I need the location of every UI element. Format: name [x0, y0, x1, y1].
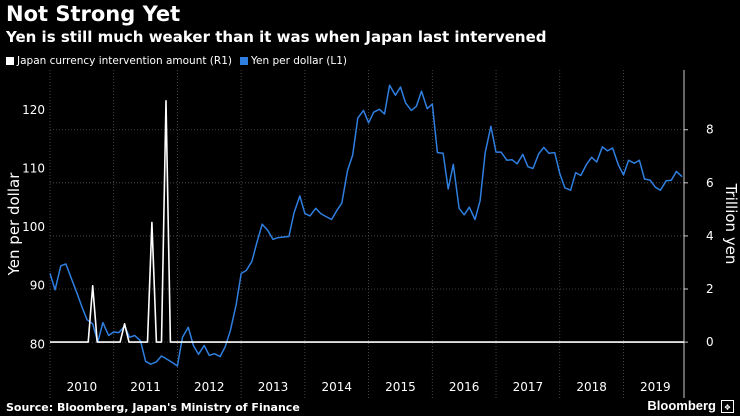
brand-name: Bloomberg: [647, 398, 716, 413]
x-tick-label-2012: 2012: [194, 380, 225, 394]
x-tick-label-2010: 2010: [67, 380, 98, 394]
x-tick-label-2014: 2014: [321, 380, 352, 394]
bloomberg-logo-mark-icon: ❖: [721, 400, 734, 413]
legend-item-yen: Yen per dollar (L1): [239, 55, 347, 67]
y-left-tick-label-3: 110: [22, 161, 45, 175]
x-tick-label-2017: 2017: [513, 380, 544, 394]
y-left-tick-label-0: 80: [30, 337, 45, 351]
y-right-tick-label-4: 8: [706, 123, 714, 137]
y-left-axis-title: Yen per dollar: [5, 172, 23, 277]
legend-item-intervention: Japan currency intervention amount (R1): [6, 55, 232, 67]
x-tick-label-2016: 2016: [449, 380, 480, 394]
legend-swatch-yen: [239, 57, 248, 65]
x-tick-label-2011: 2011: [130, 380, 161, 394]
y-right-tick-label-3: 6: [706, 176, 714, 190]
y-right-axis-title: Trillion yen: [722, 183, 740, 265]
x-tick-label-2013: 2013: [258, 380, 289, 394]
y-right-tick-label-2: 4: [706, 229, 714, 243]
legend-label-yen: Yen per dollar (L1): [250, 55, 347, 67]
x-tick-label-2015: 2015: [385, 380, 416, 394]
series-line-intervention-amount: [50, 100, 684, 343]
chart-subtitle: Yen is still much weaker than it was whe…: [6, 28, 547, 46]
y-right-tick-label-1: 2: [706, 282, 714, 296]
y-left-tick-label-1: 90: [30, 279, 45, 293]
y-left-tick-label-4: 120: [22, 103, 45, 117]
chart-legend: Japan currency intervention amount (R1) …: [6, 55, 355, 67]
legend-swatch-intervention: [6, 57, 14, 65]
chart-title: Not Strong Yet: [6, 2, 181, 26]
y-left-tick-label-2: 100: [22, 220, 45, 234]
source-note: Source: Bloomberg, Japan's Ministry of F…: [6, 401, 300, 414]
x-tick-label-2019: 2019: [640, 380, 671, 394]
legend-label-intervention: Japan currency intervention amount (R1): [17, 55, 232, 67]
x-tick-label-2018: 2018: [576, 380, 607, 394]
series-line-yen-per-dollar: [49, 84, 683, 367]
y-right-tick-label-0: 0: [706, 335, 714, 349]
